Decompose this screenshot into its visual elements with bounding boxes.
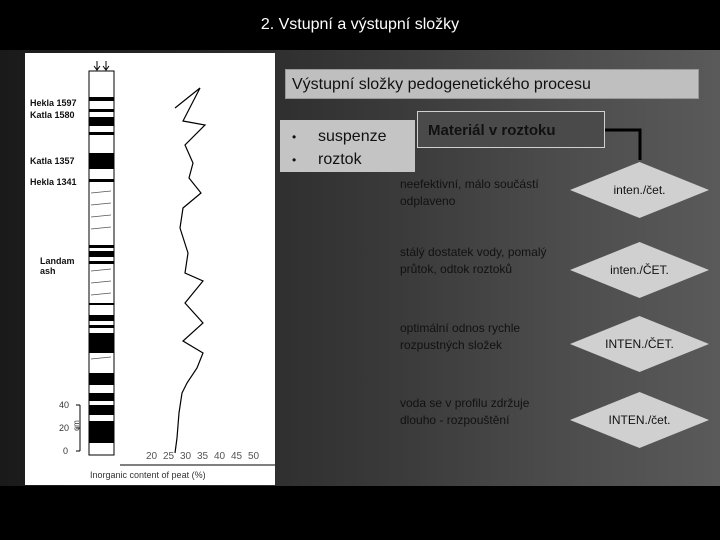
material-label: Materiál v roztoku xyxy=(428,122,556,139)
x-tick: 35 xyxy=(197,451,209,462)
rating-label: inten./čet. xyxy=(613,183,666,197)
event-label-hekla-1597: Hekla 1597 xyxy=(30,98,77,108)
x-tick: 30 xyxy=(180,451,192,462)
rating-diamond xyxy=(570,392,709,448)
x-tick: 50 xyxy=(248,451,260,462)
bullet-list-box xyxy=(280,120,415,172)
row-description: optimální odnos rychle rozpustných slože… xyxy=(400,321,521,352)
row-description: neefektivní, málo součástí odplaveno xyxy=(400,177,539,208)
section-heading: Výstupní složky pedogenetického procesu xyxy=(292,76,591,93)
depth-tick-40: 40 xyxy=(59,400,70,410)
depth-tick-20: 20 xyxy=(59,423,70,433)
depth-tick-0: 0 xyxy=(63,446,69,456)
event-label-landam-ash: Landam ash xyxy=(40,256,75,276)
rating-diamond xyxy=(570,242,709,298)
peat-profile-figure: Hekla 1597 Katla 1580 Katla 1357 Hekla 1… xyxy=(25,53,275,485)
slide-title: 2. Vstupní a výstupní složky xyxy=(260,16,460,33)
x-tick: 20 xyxy=(146,451,158,462)
rating-label: INTEN./ČET. xyxy=(605,337,674,351)
material-box xyxy=(417,111,605,148)
row-description: stálý dostatek vody, pomalý průtok, odto… xyxy=(400,245,547,276)
figure-caption: Inorganic content of peat (%) xyxy=(90,470,206,480)
bullet-dot: • xyxy=(292,153,297,167)
bullet-item-suspenze: suspenze xyxy=(318,128,387,145)
depth-unit-label: cm xyxy=(71,420,81,431)
row-description: voda se v profilu zdržuje dlouho - rozpo… xyxy=(400,396,530,427)
bullet-dot: • xyxy=(292,130,297,144)
event-label-katla-1357: Katla 1357 xyxy=(30,156,75,166)
event-label-katla-1580: Katla 1580 xyxy=(30,110,75,120)
heading-box xyxy=(285,69,699,99)
x-tick: 40 xyxy=(214,451,226,462)
peat-core-drawing xyxy=(76,61,275,466)
rating-diamond xyxy=(570,316,709,372)
bullet-item-roztok: roztok xyxy=(318,151,362,168)
rating-diamond xyxy=(570,162,709,218)
rating-label: inten./ČET. xyxy=(610,263,669,277)
rating-label: INTEN./čet. xyxy=(608,413,671,427)
event-label-hekla-1341: Hekla 1341 xyxy=(30,177,77,187)
x-tick: 45 xyxy=(231,451,243,462)
x-tick: 25 xyxy=(163,451,175,462)
